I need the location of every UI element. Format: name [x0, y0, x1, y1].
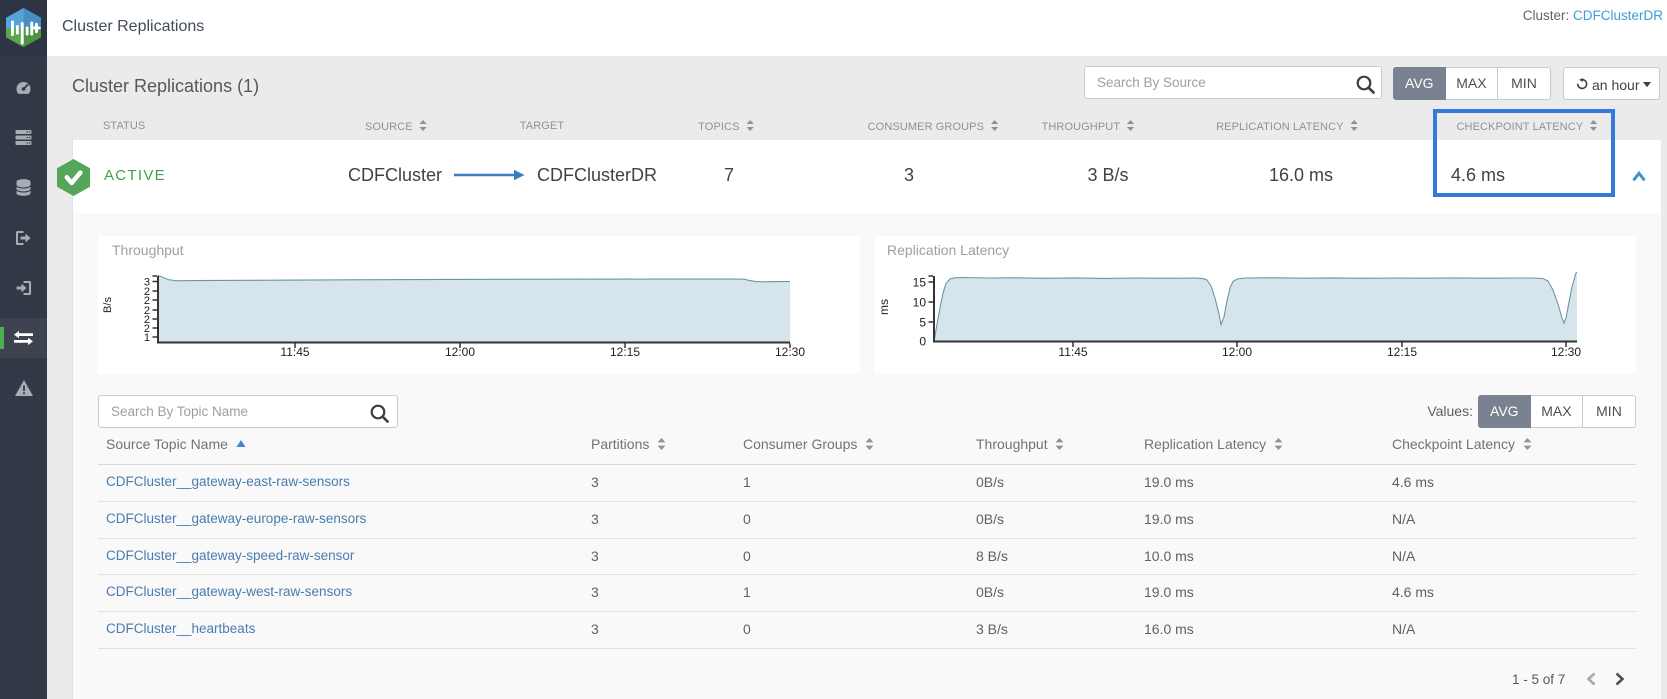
- svg-text:0: 0: [919, 335, 926, 349]
- svg-text:3: 3: [144, 277, 150, 289]
- svg-text:2: 2: [144, 305, 150, 317]
- svg-text:1: 1: [144, 332, 150, 344]
- svg-text:ms: ms: [877, 299, 891, 315]
- svg-text:10: 10: [913, 296, 927, 310]
- svg-text:2: 2: [144, 323, 150, 335]
- svg-text:12:30: 12:30: [1551, 345, 1581, 359]
- svg-text:11:45: 11:45: [1058, 345, 1087, 359]
- svg-text:11:45: 11:45: [280, 345, 309, 359]
- svg-text:15: 15: [913, 276, 927, 290]
- svg-text:12:00: 12:00: [1222, 345, 1252, 359]
- svg-text:12:30: 12:30: [775, 345, 805, 359]
- svg-text:2: 2: [144, 314, 150, 326]
- svg-text:5: 5: [919, 316, 926, 330]
- svg-text:12:00: 12:00: [445, 345, 475, 359]
- svg-text:12:15: 12:15: [1387, 345, 1417, 359]
- svg-text:2: 2: [144, 295, 150, 307]
- svg-text:2: 2: [144, 286, 150, 298]
- svg-text:B/s: B/s: [102, 297, 114, 313]
- svg-text:12:15: 12:15: [610, 345, 640, 359]
